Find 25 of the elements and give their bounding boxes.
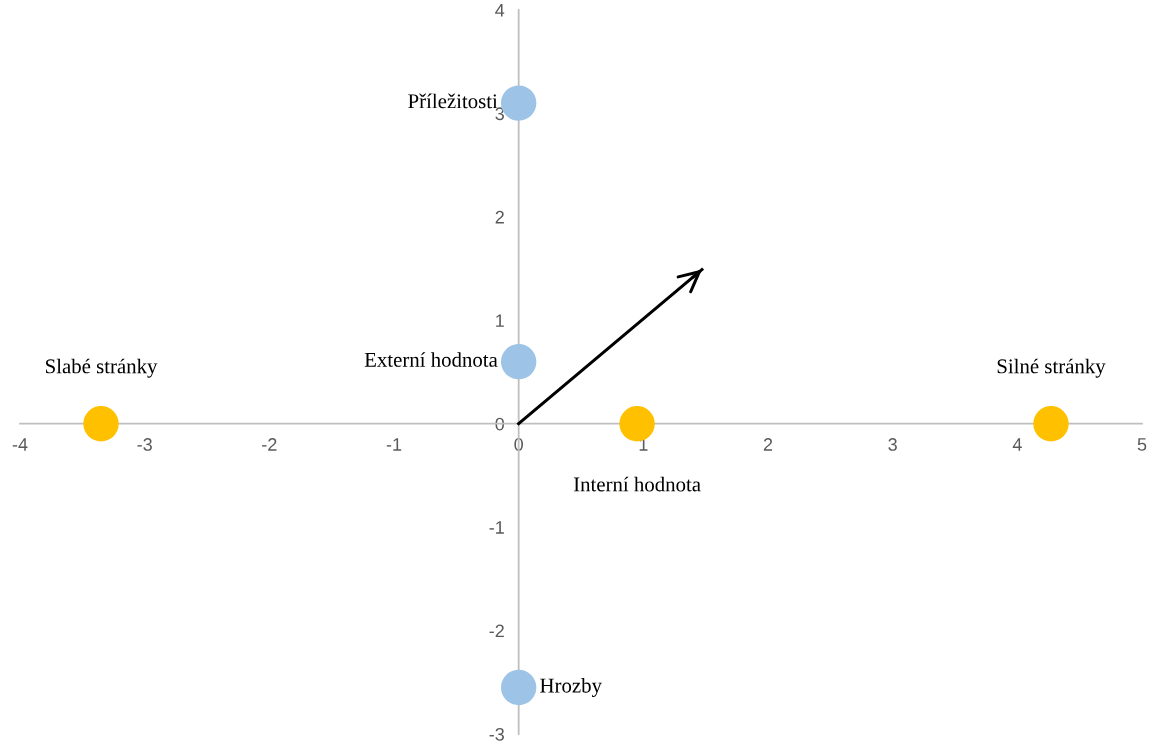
y-tick-label: 3 [495,107,504,121]
data-label: Slabé stránky [46,358,158,378]
data-label: Externí hodnota [364,352,498,367]
point [500,669,537,706]
data-label: Příležitosti [408,93,498,109]
x-tick-label: -3 [137,438,152,451]
y-tick-label: -2 [489,624,504,638]
x-tick-label: -1 [386,438,402,451]
x-tick-label: 3 [888,438,897,451]
y-tick-label: -3 [489,727,504,741]
y-tick-label: 1 [496,314,504,327]
point [1033,406,1069,442]
y-tick-label: 4 [495,4,505,17]
x-tick-label: 4 [1012,438,1022,451]
data-label: Interní hodnota [573,476,701,492]
y-tick-label: 2 [495,210,504,224]
x-tick-label: 2 [763,438,773,451]
x-tick-label: 5 [1137,438,1147,451]
point [500,343,537,380]
data-label: Silné stránky [997,358,1106,378]
point [83,406,119,442]
y-tick-label: -1 [489,521,504,534]
x-tick-label: -4 [12,438,28,451]
data-label: Hrozby [540,677,602,697]
x-tick-label: -2 [262,438,277,451]
